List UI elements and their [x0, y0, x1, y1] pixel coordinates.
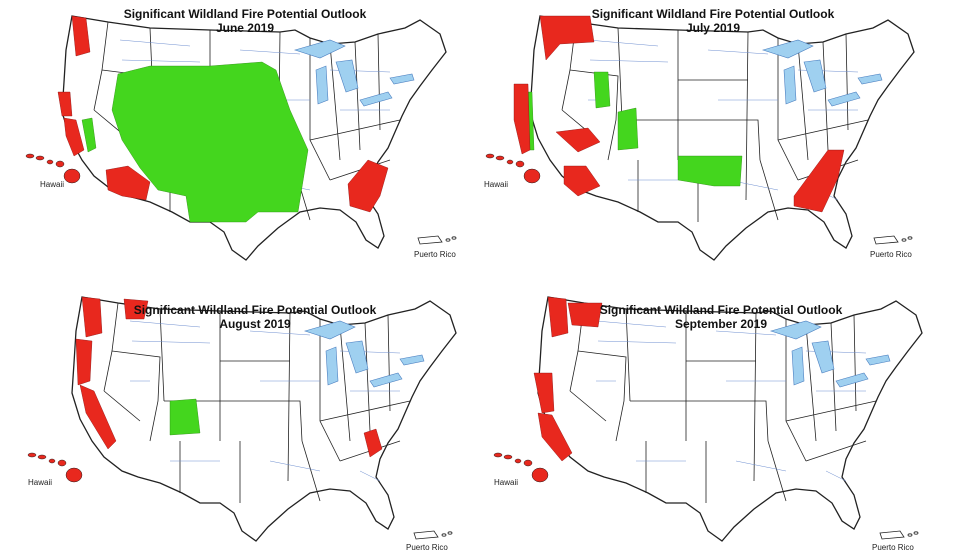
below-normal-region	[169, 398, 201, 436]
us-map-august	[27, 296, 457, 542]
above-normal-region	[57, 15, 389, 213]
hawaii-label: Hawaii	[484, 180, 509, 189]
county-lines	[595, 320, 867, 482]
state-borders	[569, 302, 877, 503]
map-title-august: Significant Wildland Fire Potential Outl…	[20, 303, 490, 331]
hawaii-islands	[485, 153, 541, 184]
puerto-rico-label: Puerto Rico	[872, 543, 914, 552]
conus-outline	[71, 296, 457, 542]
map-title-september: Significant Wildland Fire Potential Outl…	[486, 303, 956, 331]
us-map-september	[493, 296, 923, 542]
great-lakes	[293, 39, 415, 107]
above-normal-region	[513, 15, 845, 213]
puerto-rico-label: Puerto Rico	[406, 543, 448, 552]
hawaii-islands	[27, 452, 83, 483]
map-month: June 2019	[215, 21, 275, 35]
map-title-text: Significant Wildland Fire Potential Outl…	[123, 7, 367, 21]
hawaii-islands	[25, 153, 81, 184]
puerto-rico-island	[413, 530, 453, 540]
below-normal-region	[525, 71, 743, 187]
map-month: July 2019	[685, 21, 741, 35]
map-panel-august: Significant Wildland Fire Potential Outl…	[20, 281, 490, 552]
puerto-rico-island	[873, 235, 913, 245]
map-panel-july: Significant Wildland Fire Potential Outl…	[478, 0, 948, 270]
map-title-text: Significant Wildland Fire Potential Outl…	[591, 7, 835, 21]
map-panel-september: Significant Wildland Fire Potential Outl…	[486, 281, 956, 552]
hawaii-label: Hawaii	[494, 478, 519, 487]
great-lakes	[303, 320, 425, 388]
great-lakes	[769, 320, 891, 388]
map-panel-june: Significant Wildland Fire Potential Outl…	[10, 0, 480, 270]
hawaii-islands	[493, 452, 549, 483]
state-borders	[561, 21, 869, 222]
county-lines	[129, 320, 401, 482]
above-normal-region	[533, 296, 603, 462]
map-title-text: Significant Wildland Fire Potential Outl…	[599, 303, 843, 317]
us-map-july	[485, 15, 915, 261]
below-normal-region	[81, 61, 309, 223]
map-month: August 2019	[219, 317, 291, 331]
map-title-june: Significant Wildland Fire Potential Outl…	[10, 7, 480, 35]
state-borders	[103, 302, 411, 503]
map-title-text: Significant Wildland Fire Potential Outl…	[133, 303, 377, 317]
puerto-rico-island	[879, 530, 919, 540]
map-title-july: Significant Wildland Fire Potential Outl…	[478, 7, 948, 35]
above-normal-region	[75, 296, 383, 458]
puerto-rico-label: Puerto Rico	[414, 250, 456, 259]
great-lakes	[761, 39, 883, 107]
hawaii-label: Hawaii	[28, 478, 53, 487]
map-month: September 2019	[674, 317, 768, 331]
conus-outline	[537, 296, 923, 542]
us-map-june	[25, 15, 457, 261]
hawaii-label: Hawaii	[40, 180, 65, 189]
puerto-rico-label: Puerto Rico	[870, 250, 912, 259]
puerto-rico-island	[417, 235, 457, 245]
